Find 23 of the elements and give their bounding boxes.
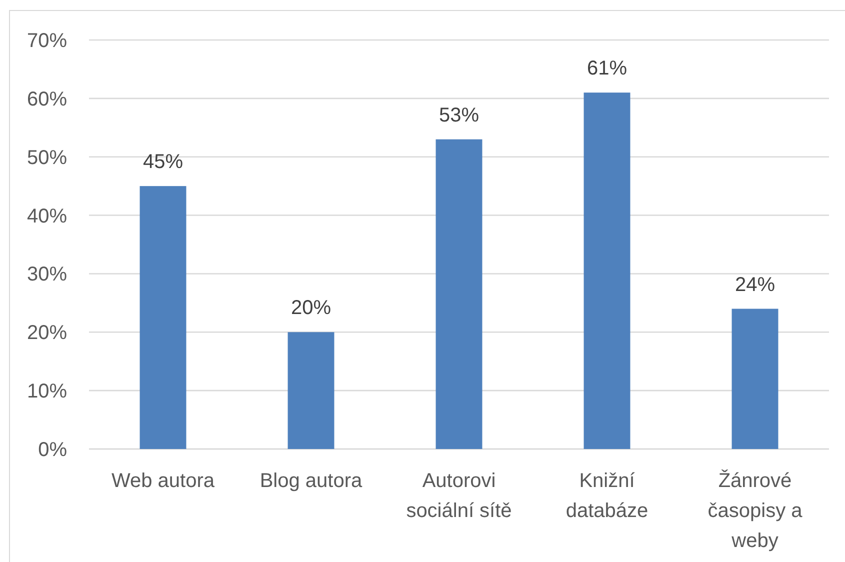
y-tick-label: 60%: [26, 88, 68, 110]
x-tick-label: Blog autora: [260, 470, 364, 492]
bar: [732, 308, 778, 449]
data-label: 24%: [734, 274, 776, 296]
data-label: 53%: [438, 104, 480, 126]
bar: [436, 139, 482, 449]
y-tick-label: 20%: [26, 322, 68, 344]
data-label: 20%: [290, 297, 332, 320]
bar: [140, 186, 186, 449]
bar: [584, 92, 630, 449]
data-label: 45%: [142, 151, 184, 174]
x-tick-label: Knižní databáze: [566, 470, 648, 522]
x-tick-label: Žánrové časopisy a weby: [708, 469, 804, 552]
y-tick-label: 10%: [26, 380, 68, 403]
y-tick-label: 50%: [26, 146, 68, 169]
y-tick-label: 70%: [26, 30, 68, 52]
y-tick-label: 40%: [26, 205, 68, 228]
bar: [288, 332, 334, 449]
y-tick-label: 30%: [26, 264, 68, 286]
x-tick-label: Autorovi sociální sítě: [406, 470, 512, 522]
y-tick-label: 0%: [38, 439, 68, 461]
x-tick-label: Web autora: [111, 470, 216, 492]
data-label: 61%: [586, 58, 628, 80]
